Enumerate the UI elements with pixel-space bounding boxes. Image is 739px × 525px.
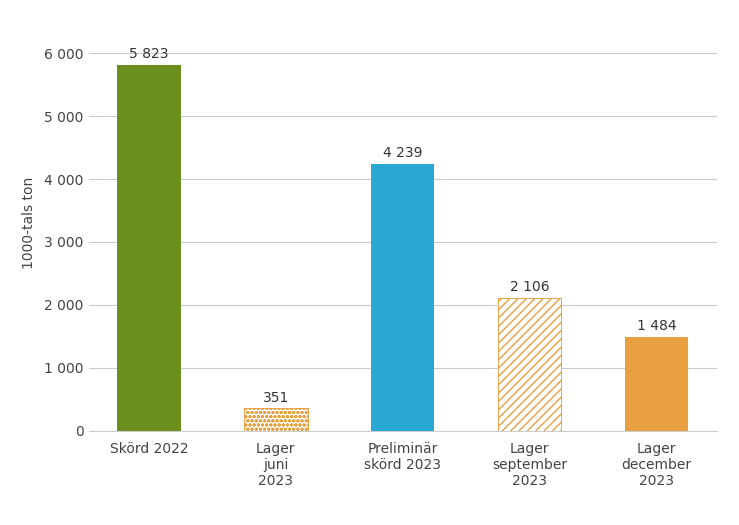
Text: 5 823: 5 823 [129, 47, 168, 61]
Text: 4 239: 4 239 [383, 146, 423, 160]
Bar [498, 298, 562, 430]
Y-axis label: 1000-tals ton: 1000-tals ton [22, 177, 36, 269]
Text: 1 484: 1 484 [637, 320, 676, 333]
Bar [244, 408, 307, 430]
Text: 351: 351 [262, 391, 289, 405]
Text: 2 106: 2 106 [510, 280, 550, 295]
Bar [371, 164, 435, 430]
Bar [118, 65, 180, 430]
Bar [625, 337, 688, 430]
Bar [498, 298, 562, 430]
Bar [244, 408, 307, 430]
